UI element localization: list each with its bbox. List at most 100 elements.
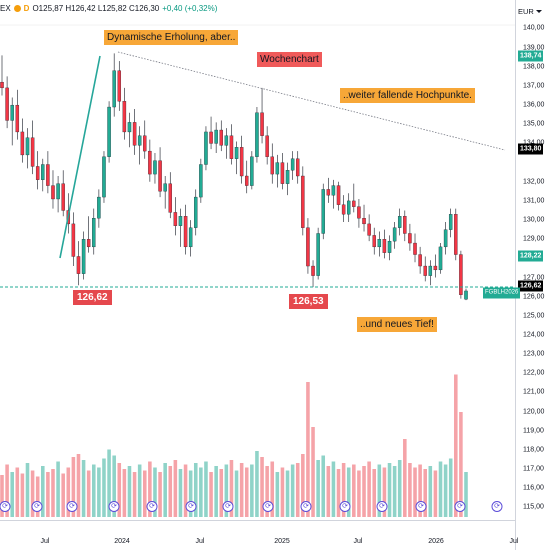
y-tick-label: 117,00 (523, 465, 544, 473)
candle-body (173, 212, 178, 226)
volume-bar (71, 457, 76, 517)
x-tick-label: Jul (40, 538, 50, 545)
volume-bar (454, 374, 458, 517)
event-marker-icon[interactable]: ⟳ (185, 501, 197, 512)
event-marker-icon[interactable]: ⟳ (222, 501, 234, 512)
candle-body (311, 265, 315, 276)
currency-selector[interactable]: EUR (518, 5, 544, 18)
price-badge-trend: 133,80 (518, 143, 544, 155)
candle (234, 141, 239, 175)
candle-body (346, 200, 351, 215)
candle-body (194, 196, 198, 228)
event-marker-icon[interactable]: ⟳ (146, 501, 158, 512)
candle (5, 76, 9, 129)
event-marker-icon[interactable]: ⟳ (108, 501, 120, 512)
annotation-recovery[interactable]: Dynamische Erholung, aber.. (104, 30, 239, 45)
candle (127, 112, 132, 148)
event-marker-icon[interactable]: ⟳ (66, 501, 78, 512)
candle-body (204, 131, 208, 165)
volume-bar (20, 473, 25, 517)
x-tick-label: Jul (353, 538, 363, 545)
annotation-weekly[interactable]: Wochenchart (257, 52, 322, 67)
volume-bar (280, 467, 285, 517)
candle (331, 179, 336, 209)
trendline-falling-highs[interactable] (117, 51, 506, 151)
candle-body (438, 246, 443, 271)
candle-body (183, 216, 188, 248)
x-tick-label: Jul (509, 538, 519, 545)
candle-body (81, 239, 86, 274)
status-dot-icon (13, 5, 21, 12)
trendline-recovery[interactable] (59, 55, 101, 259)
candle-body (357, 206, 361, 219)
candle-body (168, 183, 172, 213)
candle (311, 260, 315, 288)
volume-bar (199, 467, 203, 517)
volume-bar (30, 470, 35, 517)
low-label-2[interactable]: 126,53 (289, 294, 328, 309)
candle-body (433, 265, 438, 271)
candle (397, 208, 402, 236)
candle (0, 55, 4, 96)
volume-bar (142, 470, 147, 517)
volume-bar (188, 470, 193, 517)
candle-body (219, 129, 223, 146)
y-tick-label: 116,00 (523, 484, 544, 492)
candle (336, 181, 341, 211)
event-marker-icon[interactable]: ⟳ (454, 501, 466, 512)
volume-bar (132, 472, 137, 517)
volume-bar (46, 472, 50, 517)
event-marker-icon[interactable]: ⟳ (0, 501, 11, 512)
volume-bar (301, 454, 305, 517)
low-label-1[interactable]: 126,62 (73, 290, 112, 305)
y-tick-label: 135,00 (523, 120, 545, 128)
y-tick-label: 123,00 (523, 350, 545, 358)
event-marker-icon[interactable]: ⟳ (300, 501, 312, 512)
change-value: +0,40 (+0,32%) (162, 4, 218, 13)
candle-body (153, 160, 157, 175)
candle-body (265, 135, 269, 157)
volume-bar (56, 461, 60, 517)
volume-bar (107, 449, 111, 517)
volume-bar (193, 463, 198, 517)
volume-bar (413, 467, 417, 517)
y-tick-label: 126,00 (523, 293, 545, 301)
event-marker-icon[interactable]: ⟳ (376, 501, 388, 512)
volume-bar (331, 461, 336, 517)
event-marker-icon[interactable]: ⟳ (491, 501, 503, 512)
volume-bar (255, 451, 259, 517)
volume-bar (316, 460, 320, 517)
candle (30, 120, 35, 175)
y-tick-label: 121,00 (523, 388, 545, 396)
volume-bar (183, 464, 188, 517)
candle (163, 176, 167, 209)
event-marker-icon[interactable]: ⟳ (31, 501, 43, 512)
volume-bar (290, 464, 295, 517)
x-tick-label: Jul (195, 538, 205, 545)
candle (158, 147, 162, 198)
price-badge-top: 138,74 (518, 50, 544, 62)
event-marker-icon[interactable]: ⟳ (262, 501, 274, 512)
candle (188, 220, 193, 257)
candle-body (270, 156, 274, 175)
event-marker-icon[interactable]: ⟳ (415, 501, 427, 512)
candle (35, 151, 40, 190)
annotation-falling-highs[interactable]: ..weiter fallende Hochpunkte. (340, 88, 475, 103)
candle-body (71, 223, 76, 257)
candle (454, 208, 458, 261)
event-marker-icon[interactable]: ⟳ (339, 501, 351, 512)
candle-body (5, 87, 9, 121)
annotation-new-low[interactable]: ..und neues Tief! (357, 317, 437, 332)
candle-body (148, 150, 152, 175)
candle-body (382, 239, 387, 253)
volume-bar (122, 469, 127, 517)
volume-bar (25, 463, 30, 517)
candle-body (280, 162, 285, 184)
ticker-fragment: EX (0, 4, 11, 13)
candle-body (275, 162, 280, 175)
candle-body (341, 204, 346, 215)
volume-bar (387, 463, 392, 517)
interval-badge[interactable]: D (23, 4, 30, 13)
candle (443, 221, 448, 255)
